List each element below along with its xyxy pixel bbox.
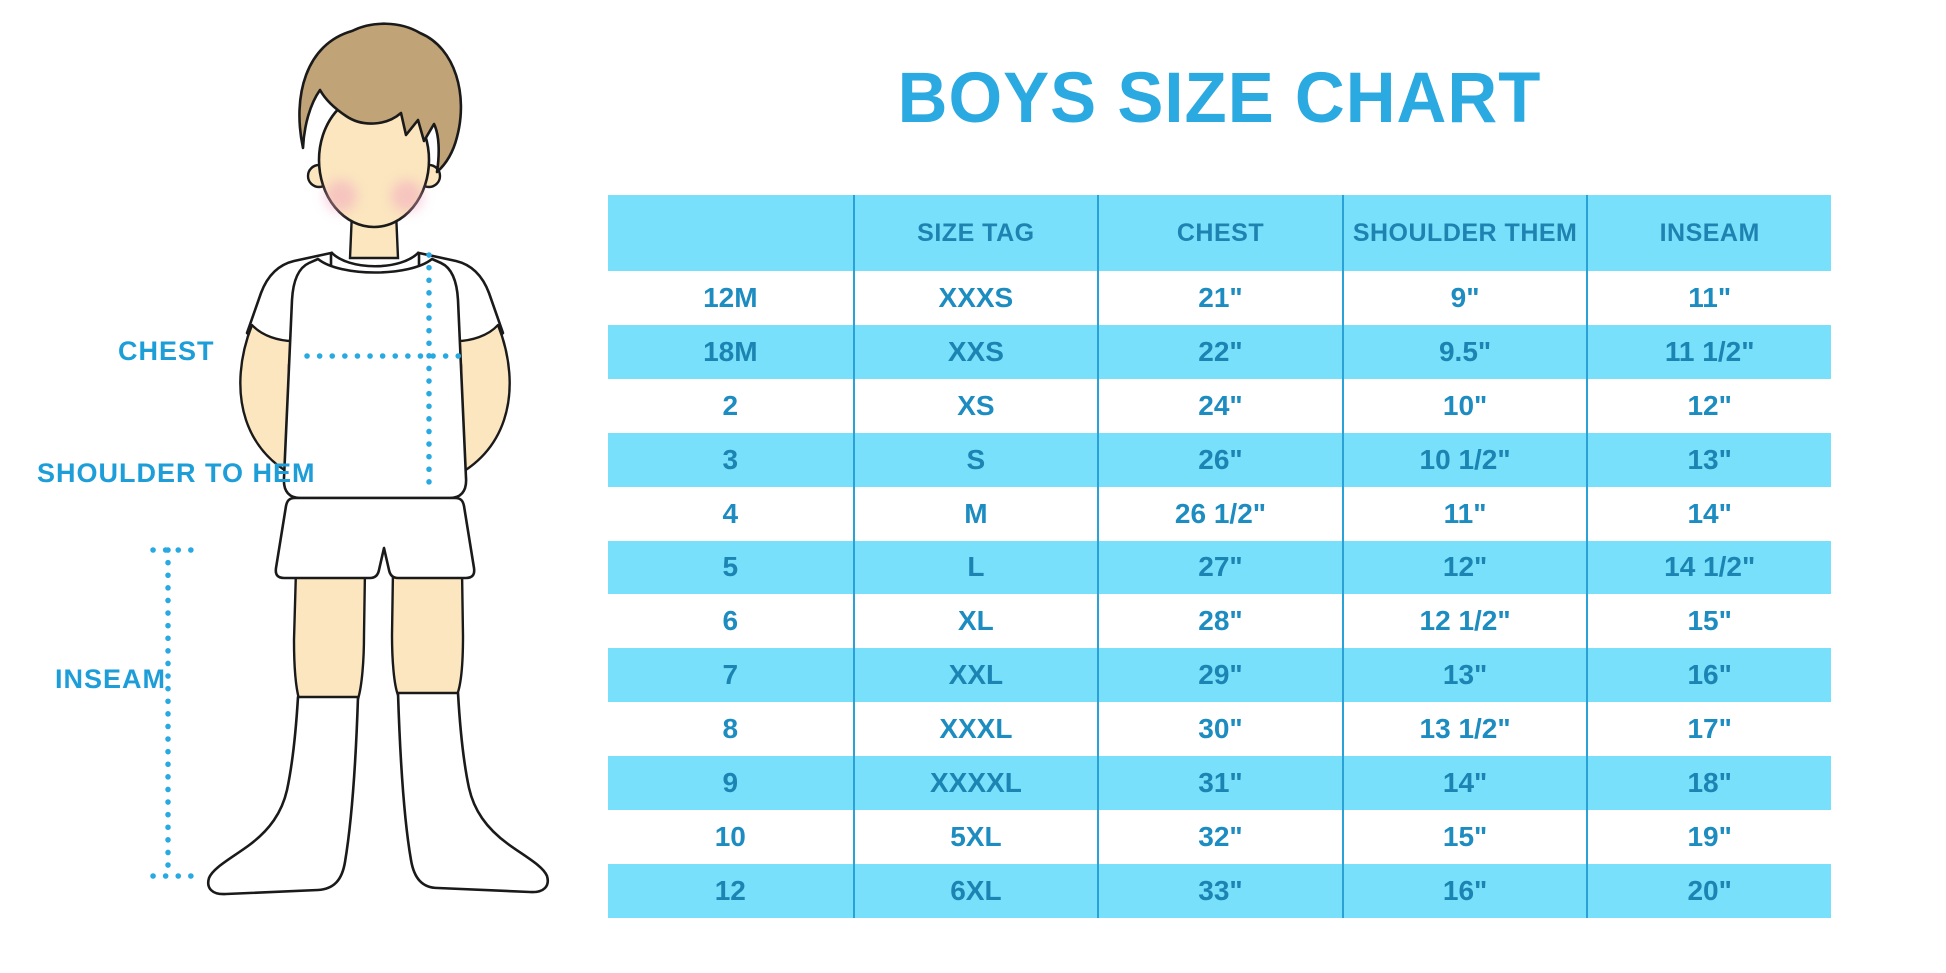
- table-cell: XL: [852, 594, 1098, 649]
- table-row: 9 XXXXL 31" 14" 18": [608, 756, 1831, 811]
- table-cell: 10": [1341, 378, 1587, 433]
- table-cell: 29": [1097, 648, 1342, 703]
- table-row: 18M XXS 22" 9.5" 11 1/2": [608, 324, 1831, 379]
- table-cell: S: [852, 432, 1098, 487]
- boy-cheek-left: [325, 180, 357, 212]
- table-cell: 5: [722, 551, 739, 583]
- table-cell: 13 1/2": [1341, 702, 1587, 757]
- table-cell: XXXL: [852, 702, 1098, 757]
- table-cell: XXS: [852, 324, 1098, 379]
- table-cell: 18": [1586, 756, 1831, 811]
- table-cell: 11 1/2": [1586, 324, 1831, 379]
- table-cell: 8: [722, 713, 739, 745]
- table-row: 7 XXL 29" 13" 16": [608, 648, 1831, 703]
- table-cell: 17": [1586, 702, 1831, 757]
- table-cell: 5XL: [852, 810, 1098, 864]
- boy-shirt: [282, 257, 468, 500]
- table-cell: 32": [1097, 810, 1342, 864]
- table-cell: 4: [722, 497, 739, 529]
- header-cell-inseam: INSEAM: [1586, 195, 1831, 271]
- table-cell: 30": [1097, 702, 1342, 757]
- table-row: 4 M 26 1/2" 11" 14": [608, 486, 1831, 541]
- table-cell: 7: [722, 659, 739, 691]
- table-row: 10 5XL 32" 15" 19": [608, 810, 1831, 864]
- shoulder-to-hem-label: SHOULDER TO HEM: [37, 458, 316, 488]
- table-cell: 21": [1097, 271, 1342, 325]
- boy-sock-right: [396, 691, 550, 894]
- table-cell: 9": [1341, 271, 1587, 325]
- boy-cheek-right: [391, 180, 423, 212]
- boy-shorts: [274, 496, 476, 580]
- boy-leg-right: [390, 568, 465, 697]
- table-cell: 12": [1341, 540, 1587, 595]
- header-cell-size: [608, 195, 853, 271]
- table-cell: 13": [1586, 432, 1831, 487]
- table-cell: 28": [1097, 594, 1342, 649]
- table-cell: 9.5": [1341, 324, 1587, 379]
- table-cell: 26 1/2": [1097, 486, 1342, 541]
- table-cell: 13": [1341, 648, 1587, 703]
- table-row: 6 XL 28" 12 1/2" 15": [608, 594, 1831, 649]
- header-cell-shoulder: SHOULDER THEM: [1341, 195, 1587, 271]
- table-cell: XXXXL: [852, 756, 1098, 811]
- boy-collar: [330, 251, 420, 268]
- chest-label: CHEST: [118, 336, 215, 366]
- table-cell: 19": [1586, 810, 1831, 864]
- table-cell: 12M: [703, 281, 758, 313]
- table-row: 3 S 26" 10 1/2" 13": [608, 432, 1831, 487]
- table-cell: 18M: [703, 335, 758, 367]
- table-cell: XS: [852, 378, 1098, 433]
- table-cell: XXXS: [852, 271, 1098, 325]
- table-cell: 20": [1586, 863, 1831, 918]
- table-row: 12M XXXS 21" 9" 11": [608, 271, 1831, 325]
- table-cell: 12 1/2": [1341, 594, 1587, 649]
- table-cell: 9: [722, 767, 739, 799]
- table-cell: 27": [1097, 540, 1342, 595]
- table-cell: 14 1/2": [1586, 540, 1831, 595]
- table-cell: 16": [1586, 648, 1831, 703]
- table-cell: 2: [722, 389, 739, 421]
- table-cell: M: [852, 486, 1098, 541]
- boy-sock-left: [206, 695, 360, 896]
- table-cell: 22": [1097, 324, 1342, 379]
- inseam-label: INSEAM: [55, 664, 167, 694]
- table-header-row: SIZE TAG CHEST SHOULDER THEM INSEAM: [608, 195, 1831, 271]
- table-cell: 6XL: [852, 863, 1098, 918]
- table-cell: 31": [1097, 756, 1342, 811]
- table-cell: 6: [722, 605, 739, 637]
- table-cell: 11": [1586, 271, 1831, 325]
- table-cell: 14": [1341, 756, 1587, 811]
- table-cell: 16": [1341, 863, 1587, 918]
- table-cell: 33": [1097, 863, 1342, 918]
- table-cell: XXL: [852, 648, 1098, 703]
- table-cell: 12": [1586, 378, 1831, 433]
- header-cell-size-tag: SIZE TAG: [852, 195, 1098, 271]
- table-cell: 10: [714, 821, 746, 853]
- table-cell: 10 1/2": [1341, 432, 1587, 487]
- table-rows: 12M XXXS 21" 9" 11" 18M XXS 22" 9.5" 11 1/2" 2 XS 24…: [608, 271, 1831, 918]
- table-row: 12 6XL 33" 16" 20": [608, 863, 1831, 918]
- table-cell: 26": [1097, 432, 1342, 487]
- table-row: 8 XXXL 30" 13 1/2" 17": [608, 702, 1831, 757]
- table-cell: 12: [714, 874, 746, 906]
- size-table: SIZE TAG CHEST SHOULDER THEM INSEAM 12M X…: [608, 195, 1831, 918]
- table-cell: 14": [1586, 486, 1831, 541]
- table-row: 5 L 27" 12" 14 1/2": [608, 540, 1831, 595]
- table-cell: L: [852, 540, 1098, 595]
- page-title: BOYS SIZE CHART: [897, 57, 1542, 138]
- boy-leg-left: [292, 568, 367, 701]
- table-cell: 11": [1341, 486, 1587, 541]
- table-cell: 24": [1097, 378, 1342, 433]
- boy-hair: [298, 22, 463, 174]
- boy-figure-illustration: [150, 22, 550, 896]
- table-row: 2 XS 24" 10" 12": [608, 378, 1831, 433]
- table-cell: 15": [1341, 810, 1587, 864]
- header-cell-chest: CHEST: [1097, 195, 1342, 271]
- table-cell: 15": [1586, 594, 1831, 649]
- table-cell: 3: [722, 443, 739, 475]
